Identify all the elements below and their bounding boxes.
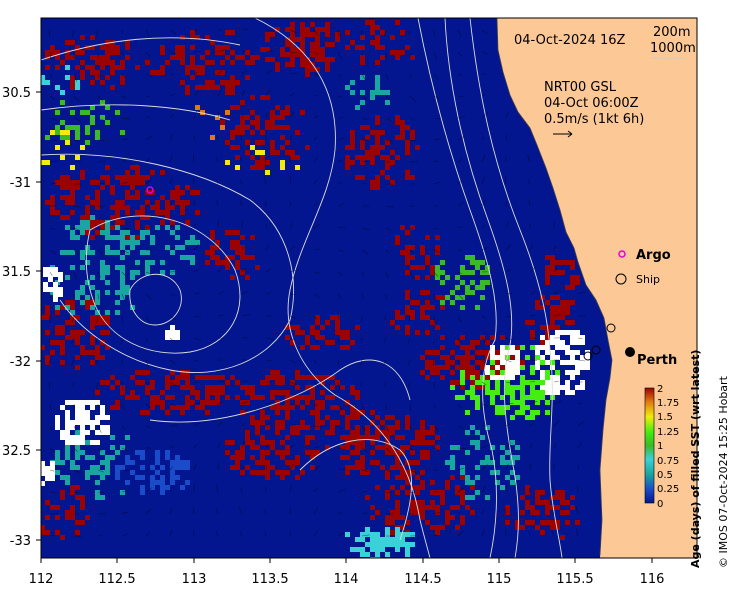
current-time-label: 04-Oct 06:00Z [544,96,639,111]
x-tick-label: 113.5 [251,572,288,587]
bathymetry-contours [41,18,563,558]
plot-area [41,18,697,558]
x-tick-label: 115 [487,572,512,587]
colorbar-tick-label: 0.75 [657,456,679,467]
colorbar-tick-label: 1.25 [657,427,679,438]
credit-label: © IMOS 07-Oct-2024 15:25 Hobart [717,375,730,568]
current-source-label: NRT00 GSL [544,80,617,95]
colorbar-tick-label: 0 [657,499,663,510]
x-tick-label: 113 [182,572,207,587]
perth-label: Perth [637,353,677,368]
ship-legend-icon [615,273,627,285]
y-tick-label: -31 [10,176,31,191]
x-tick-label: 114.5 [404,572,441,587]
y-tick-label: 30.5 [2,86,31,101]
plot-frame [40,17,698,559]
colorbar-ticks: 2 1.75 1.5 1.25 1 0.75 0.5 0.25 0 [657,384,679,510]
depth-1000-label: 1000m [650,41,696,56]
x-tick-label: 114 [334,572,359,587]
x-tick-label: 112.5 [98,572,135,587]
colorbar-tick-label: 1.75 [657,398,679,409]
colorbar-tick-label: 1 [657,441,663,452]
depth-200-label: 200m [653,25,690,40]
sst-age-cells [41,20,590,558]
colorbar-tick-label: 0.25 [657,484,679,495]
y-tick-label: -33 [10,534,31,549]
x-tick-label: 115.5 [556,572,593,587]
argo-legend-icon [618,250,626,258]
x-tick-label: 116 [640,572,665,587]
current-arrows [48,28,586,537]
y-tick-label: 31.5 [2,265,31,280]
perth-marker [625,347,635,357]
current-scale-arrow [553,130,573,138]
colorbar-tick-label: 0.5 [657,470,673,481]
colorbar-tick-label: 1.5 [657,412,673,423]
argo-legend-label: Argo [636,248,671,263]
argo-float-marker [146,186,154,194]
y-tick-label: -32 [10,355,31,370]
coastal-ship-markers [583,323,616,361]
y-axis: 30.5 -31 31.5 -32 32.5 -33 [2,86,41,549]
ship-legend-label: Ship [636,273,660,286]
colorbar-title: Age (days) of filled SST (wrt latest) [689,350,702,568]
map-date-label: 04-Oct-2024 16Z [514,33,626,48]
x-axis: 112 112.5 113 113.5 114 114.5 115 115.5 … [29,558,665,587]
colorbar-tick-label: 2 [657,384,663,395]
colorbar [644,387,655,504]
current-scale-label: 0.5m/s (1kt 6h) [544,112,644,127]
y-tick-label: 32.5 [2,444,31,459]
coastline [496,18,613,556]
x-tick-label: 112 [29,572,54,587]
